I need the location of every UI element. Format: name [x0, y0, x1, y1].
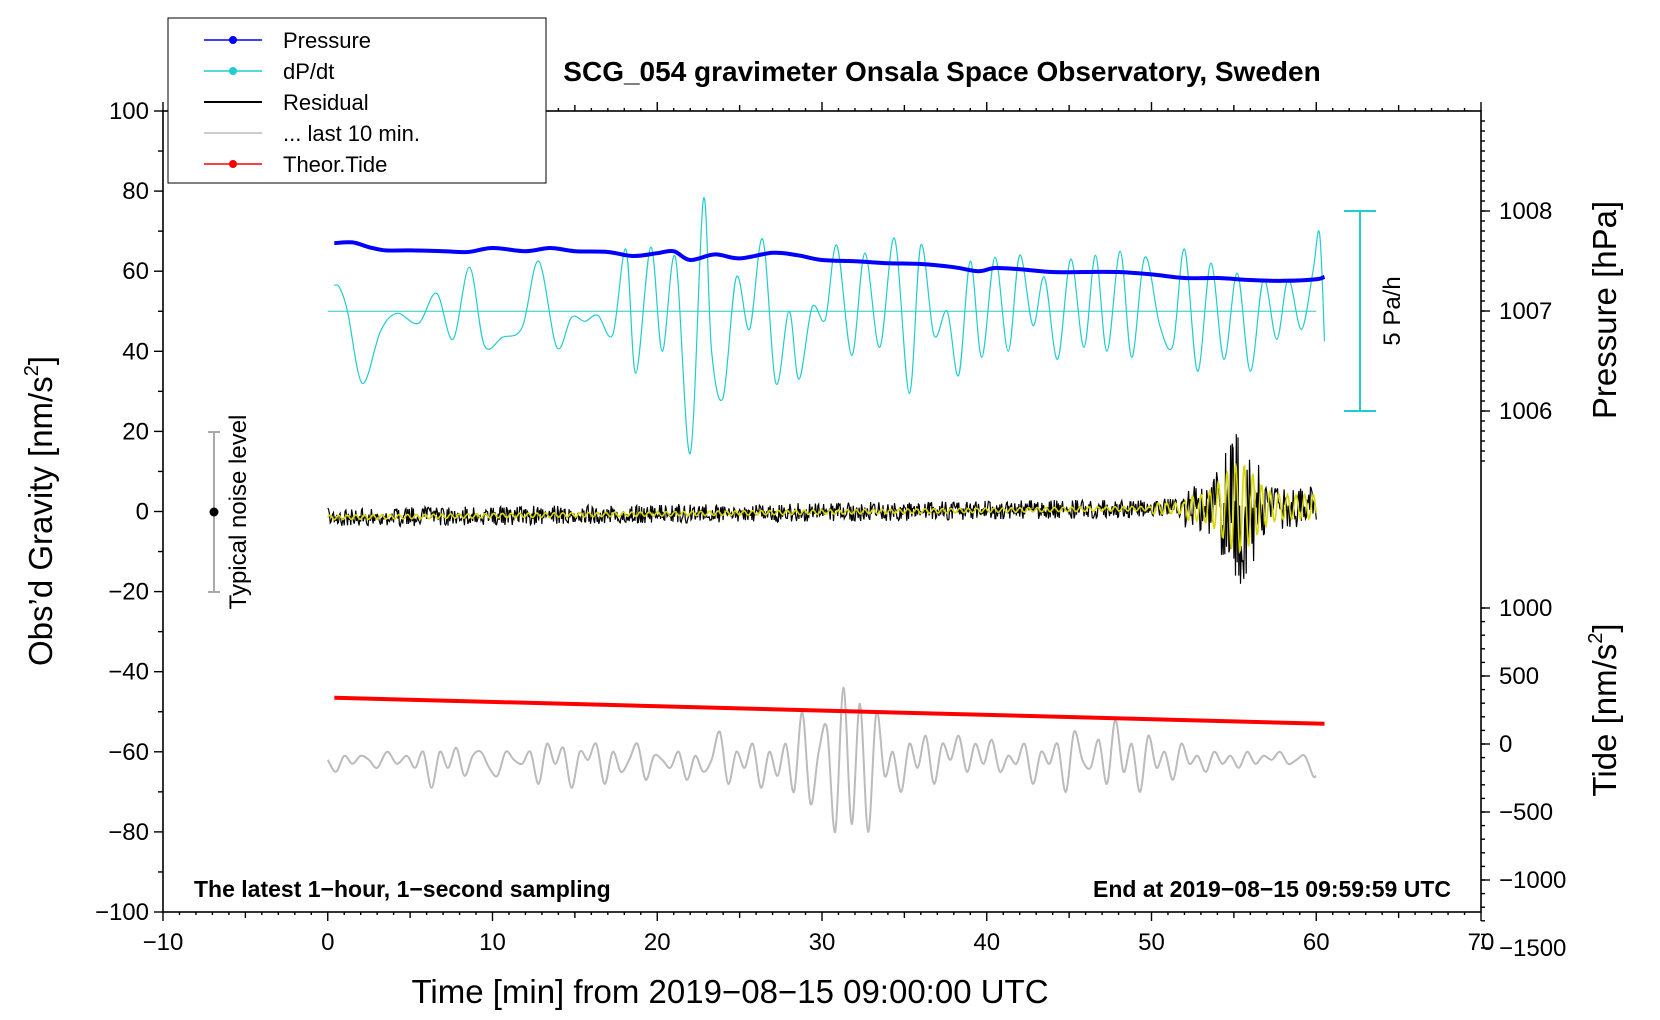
x-tick-label: −10: [143, 929, 184, 956]
series-residual-smoothed: [327, 463, 1318, 555]
y-axis-label-left-end: ]: [22, 356, 59, 365]
legend-label: Pressure: [283, 28, 371, 53]
x-tick-label: 20: [644, 929, 671, 956]
pressure-tick-label: 1007: [1499, 298, 1552, 325]
noise-level-indicator: Typical noise level: [208, 415, 252, 610]
noise-dot: [209, 507, 219, 517]
legend-marker: [229, 36, 237, 44]
y-axis-label-left-sup: 2: [21, 365, 43, 376]
tide-tick-label: −1000: [1499, 867, 1566, 894]
y-axis-label-tide-sup: 2: [1585, 633, 1607, 644]
legend-marker: [229, 67, 237, 75]
annotation-end-time: End at 2019−08−15 09:59:59 UTC: [1093, 876, 1451, 902]
x-tick-label: 0: [321, 929, 334, 956]
y-tick-label-left: −100: [95, 899, 149, 926]
pressure-tick-label: 1006: [1499, 398, 1552, 425]
x-tick-label: 50: [1138, 929, 1165, 956]
legend-label: dP/dt: [283, 59, 334, 84]
pressure-tick-label: 1008: [1499, 198, 1552, 225]
series-layer: [326, 197, 1326, 833]
legend: Pressure dP/dt Residual ... last 10 min. The…: [167, 17, 547, 184]
y-tick-label-left: 80: [122, 178, 149, 205]
series-last-10-min: [326, 686, 1317, 833]
chart-title: SCG_054 gravimeter Onsala Space Observat…: [563, 56, 1320, 87]
noise-label: Typical noise level: [225, 415, 252, 610]
y-axis-label-tide-end: ]: [1586, 623, 1623, 632]
legend-label: Theor.Tide: [283, 152, 387, 177]
y-axis-label-tide: Tide [nm/s2]: [1585, 623, 1623, 796]
tide-tick-label: 0: [1499, 731, 1512, 758]
y-tick-label-left: 20: [122, 418, 149, 445]
y-axis-label-tide-base: Tide [nm/s: [1586, 644, 1623, 797]
y-tick-label-left: −40: [108, 659, 149, 686]
tide-tick-label: −1500: [1499, 935, 1566, 962]
x-tick-label: 10: [479, 929, 506, 956]
x-tick-label: 30: [809, 929, 836, 956]
tide-tick-label: 1000: [1499, 595, 1552, 622]
x-tick-label: 70: [1468, 929, 1495, 956]
y-tick-label-left: −80: [108, 819, 149, 846]
legend-label: ... last 10 min.: [283, 121, 420, 146]
series-residual: [327, 434, 1317, 584]
legend-box: [167, 17, 547, 184]
legend-marker: [229, 160, 237, 168]
axis-ticks: −10 0 10 20 30 40 50 60 70100806040200−20−40−60−…: [95, 98, 1566, 962]
y-tick-label-left: 0: [136, 499, 149, 526]
y-axis-label-left-base: Obs’d Gravity [nm/s: [22, 376, 59, 666]
x-tick-label: 60: [1303, 929, 1330, 956]
tide-tick-label: −500: [1499, 799, 1553, 826]
y-axis-label-left: Obs’d Gravity [nm/s2]: [21, 356, 59, 666]
legend-label: Residual: [283, 90, 369, 115]
annotation-sampling: The latest 1−hour, 1−second sampling: [194, 876, 611, 902]
series-dpdt: [334, 197, 1326, 455]
x-tick-label: 40: [973, 929, 1000, 956]
series-theor-tide: [334, 695, 1325, 726]
y-tick-label-left: 60: [122, 258, 149, 285]
x-axis-label: Time [min] from 2019−08−15 09:00:00 UTC: [411, 973, 1048, 1010]
y-axis-label-pressure: Pressure [hPa]: [1586, 201, 1623, 419]
tide-tick-label: 500: [1499, 663, 1539, 690]
y-tick-label-left: 100: [109, 98, 149, 125]
series-pressure: [334, 240, 1326, 283]
rate-bar-indicator: 5 Pa/h: [1344, 210, 1406, 412]
y-tick-label-left: −20: [108, 579, 149, 606]
rate-bar-label: 5 Pa/h: [1379, 276, 1406, 345]
y-tick-label-left: 40: [122, 338, 149, 365]
y-tick-label-left: −60: [108, 739, 149, 766]
